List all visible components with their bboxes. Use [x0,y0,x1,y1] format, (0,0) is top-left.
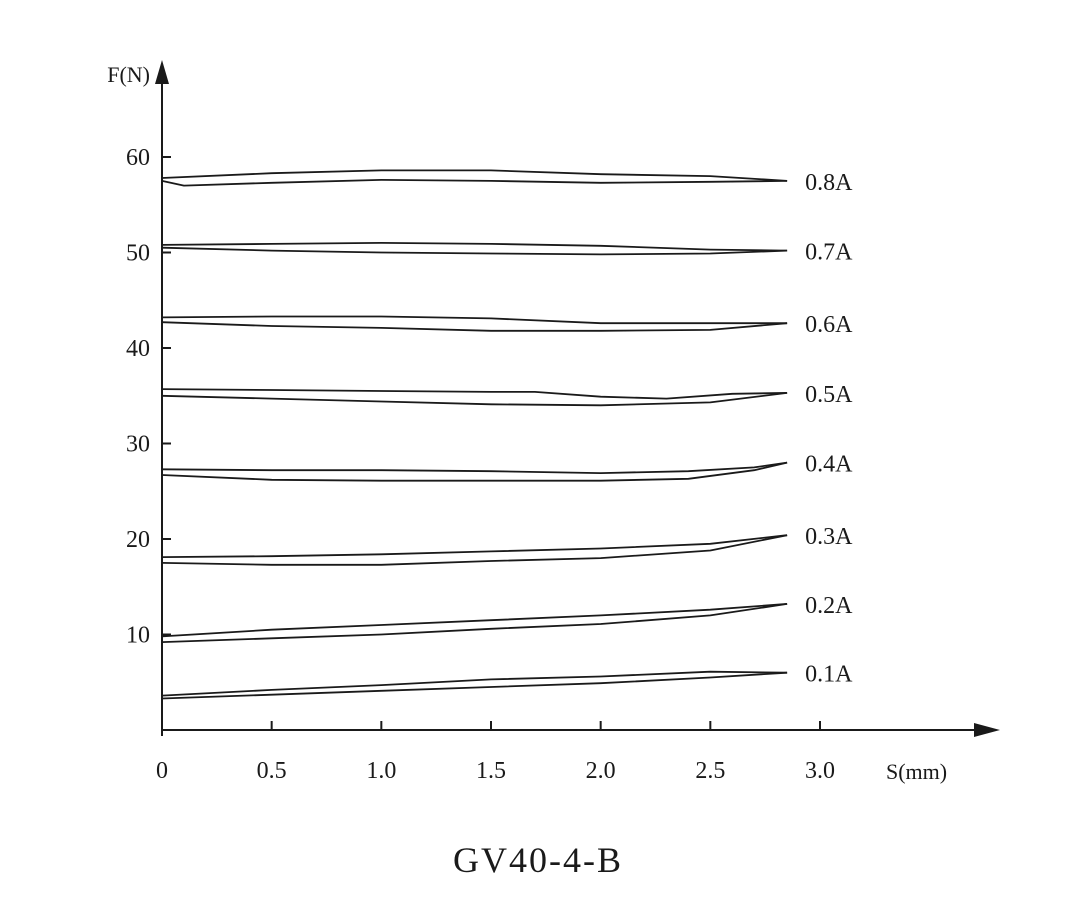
y-tick-label: 50 [126,241,150,267]
series-0-8A: 0.8A [161,169,853,196]
y-tick-label: 60 [126,145,150,171]
series-label: 0.6A [805,312,853,338]
axes: F(N) S(mm) [107,60,1000,784]
series-upper-curve [161,603,788,638]
x-axis-arrowhead [974,723,1000,737]
series-0-4A: 0.4A [161,452,853,482]
series-label: 0.8A [805,170,853,196]
y-axis-title: F(N) [107,62,150,87]
x-tick-label: 0 [156,758,168,784]
series-lower-curve [161,603,788,643]
series-upper-curve [161,670,788,697]
y-tick-label: 30 [126,432,150,458]
series-lower-curve [161,461,788,482]
series-0-6A: 0.6A [161,312,853,338]
series-label: 0.1A [805,662,853,688]
series-upper-curve [161,242,788,252]
series-label: 0.5A [805,382,853,408]
y-tick-label: 40 [126,336,150,362]
y-tick-label: 20 [126,527,150,553]
chart-title: GV40-4-B [453,840,623,880]
series-0-1A: 0.1A [161,662,853,700]
x-tick-label: 3.0 [805,758,835,784]
series: 0.8A 0.7A 0.6A 0.5A 0.4A 0.3A 0.2A 0.1A [161,169,853,700]
series-label: 0.3A [805,524,853,550]
series-upper-curve [161,169,788,182]
series-label: 0.2A [805,593,853,619]
series-0-2A: 0.2A [161,593,853,643]
y-tick-label: 10 [126,623,150,649]
x-axis-title: S(mm) [886,759,947,784]
series-lower-curve [161,246,788,256]
series-upper-curve [161,461,788,474]
series-0-5A: 0.5A [161,382,853,408]
y-axis-arrowhead [155,60,169,84]
x-tick-label: 1.5 [476,758,506,784]
ticks: 10 20 30 40 50 60 0 0.5 1.0 1.5 2.0 2.5 3.0 [126,145,835,784]
x-tick-label: 2.0 [586,758,616,784]
series-0-3A: 0.3A [161,524,853,566]
series-lower-curve [161,534,788,566]
x-tick-label: 0.5 [257,758,287,784]
series-lower-curve [161,392,788,407]
series-upper-curve [161,315,788,325]
series-0-7A: 0.7A [161,240,853,266]
x-tick-label: 2.5 [695,758,725,784]
series-lower-curve [161,671,788,700]
series-upper-curve [161,534,788,558]
x-tick-label: 1.0 [366,758,396,784]
series-upper-curve [161,388,788,400]
series-label: 0.7A [805,240,853,266]
series-label: 0.4A [805,452,853,478]
series-lower-curve [161,179,788,187]
series-lower-curve [161,321,788,332]
